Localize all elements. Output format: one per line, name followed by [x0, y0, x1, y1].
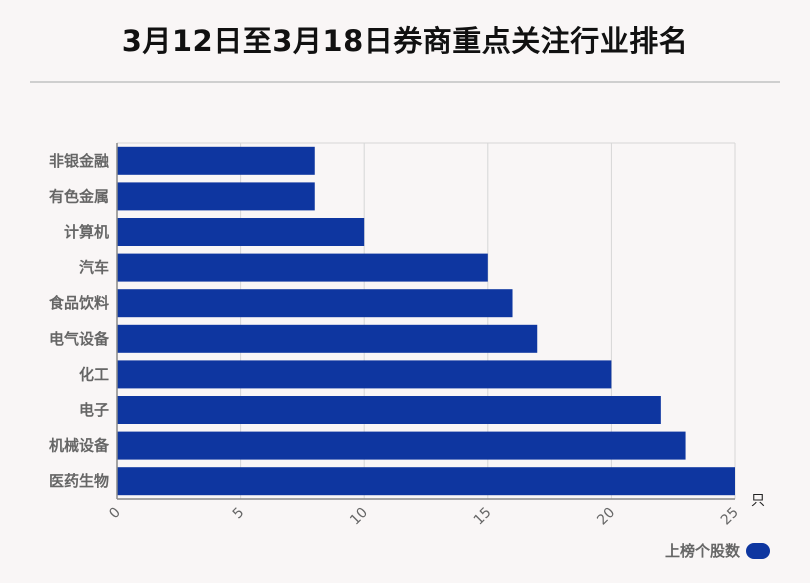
chart-title: 3月12日至3月18日券商重点关注行业排名	[121, 24, 689, 58]
category-label: 医药生物	[49, 472, 109, 490]
x-tick-label: 10	[347, 505, 371, 529]
x-unit-label: 只	[751, 493, 765, 509]
bar	[117, 289, 513, 318]
category-label: 电气设备	[49, 330, 110, 348]
category-label: 食品饮料	[49, 294, 109, 312]
bars	[117, 146, 735, 496]
bar	[117, 431, 686, 460]
legend: 上榜个股数	[665, 540, 770, 561]
category-label: 化工	[79, 365, 109, 383]
title-divider	[30, 81, 780, 83]
category-label: 非银金融	[49, 152, 109, 170]
x-tick-label: 5	[230, 505, 248, 523]
bar	[117, 467, 735, 496]
bar	[117, 182, 315, 211]
bar	[117, 324, 538, 353]
category-label: 计算机	[64, 223, 109, 241]
x-tick-label: 15	[471, 505, 495, 529]
bar	[117, 218, 365, 246]
category-label: 有色金属	[49, 187, 109, 205]
bar	[117, 253, 488, 282]
category-label: 汽车	[79, 259, 109, 277]
bar	[117, 360, 612, 389]
x-tick-labels: 0 5 10 15 20 25	[106, 505, 742, 529]
x-tick-label: 0	[106, 505, 124, 523]
category-label: 机械设备	[49, 437, 110, 455]
legend-swatch	[746, 542, 770, 559]
bar	[117, 146, 315, 175]
x-tick-label: 20	[594, 505, 618, 529]
x-tick-label: 25	[718, 505, 742, 529]
category-label: 电子	[79, 401, 109, 419]
bar	[117, 396, 661, 424]
legend-label: 上榜个股数	[664, 542, 740, 560]
